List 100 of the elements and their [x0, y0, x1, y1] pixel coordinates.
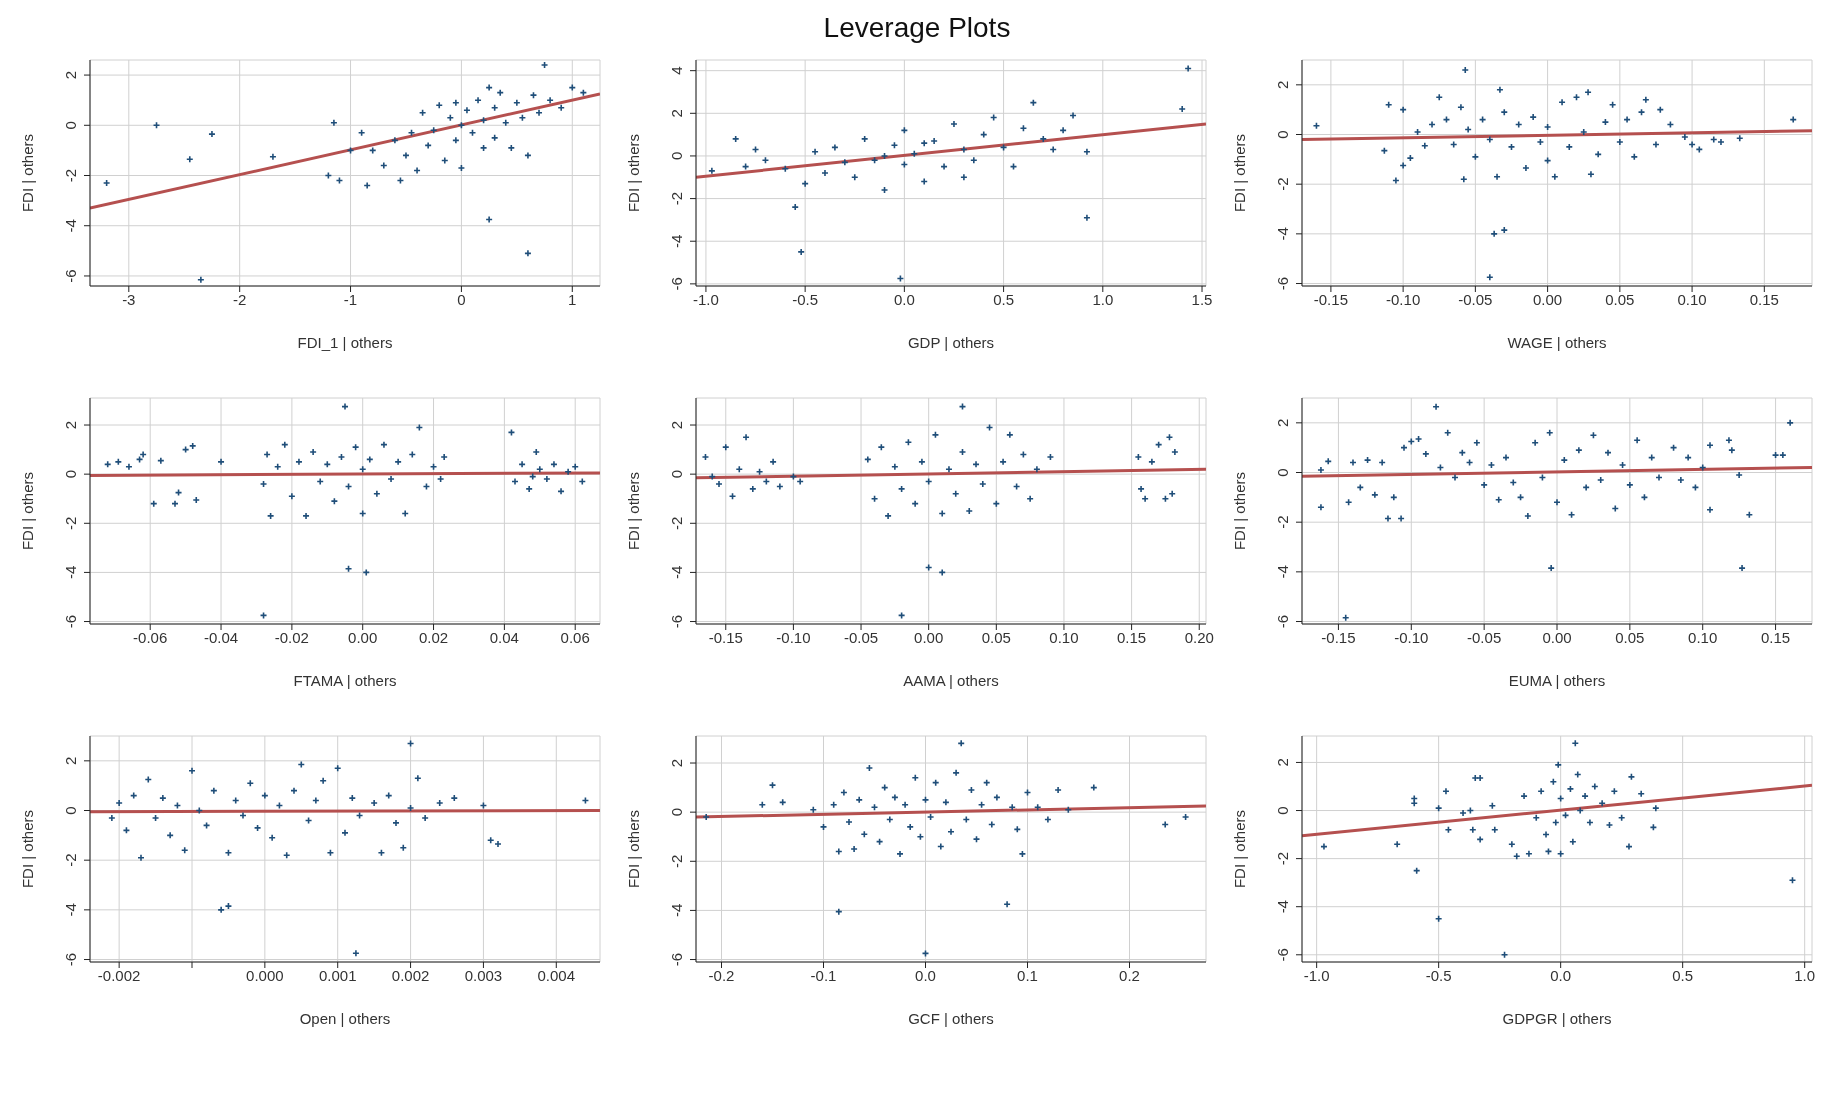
point	[970, 156, 978, 165]
x-tick-label: 1	[568, 290, 577, 308]
x-tick-label: 0.10	[1688, 628, 1718, 646]
y-tick-label: -6	[1274, 948, 1291, 962]
x-tick-label: 0.00	[914, 628, 944, 646]
point	[960, 173, 968, 182]
point	[108, 814, 116, 822]
point	[1393, 840, 1401, 848]
point	[1520, 792, 1528, 800]
y-tick-label: -4	[62, 565, 79, 580]
y-tick-label: -2	[1274, 177, 1291, 191]
x-tick-label: 0.0	[1550, 966, 1572, 984]
x-tick-label: 1.0	[1794, 966, 1816, 984]
point	[309, 448, 317, 456]
point	[952, 769, 960, 777]
x-tick-label: 0.0	[893, 290, 915, 308]
point	[1148, 458, 1156, 466]
point	[1033, 803, 1042, 812]
x-tick-label: -0.10	[1386, 290, 1421, 308]
point	[192, 496, 201, 504]
point	[1569, 837, 1577, 846]
point	[735, 465, 744, 474]
point	[295, 458, 303, 466]
point	[387, 475, 395, 483]
point	[370, 799, 378, 807]
x-axis-title: GCF | others	[908, 1010, 994, 1027]
point	[1508, 840, 1516, 848]
point	[159, 794, 167, 802]
point	[797, 248, 805, 256]
point	[791, 203, 800, 211]
x-tick-label: -0.1	[810, 966, 837, 984]
point	[1554, 761, 1563, 769]
x-tick-label: 1.5	[1191, 290, 1213, 308]
point	[1054, 786, 1062, 794]
point	[1003, 900, 1011, 909]
point	[1581, 792, 1589, 800]
point	[435, 799, 444, 807]
point	[348, 794, 357, 802]
point	[188, 766, 196, 775]
point	[951, 490, 960, 498]
point	[535, 108, 543, 117]
y-tick-label: 0	[668, 807, 685, 817]
point	[1460, 175, 1468, 184]
x-tick-label: 0.1	[1017, 966, 1038, 984]
point	[1141, 494, 1149, 503]
point	[1565, 143, 1574, 151]
x-tick-label: 0.000	[246, 966, 284, 984]
y-axis-title: FDI | others	[19, 471, 37, 551]
x-axis-title: FTAMA | others	[293, 672, 397, 689]
point	[1637, 789, 1645, 798]
point	[543, 475, 551, 483]
point	[1717, 138, 1725, 146]
x-axis-title: GDP | others	[907, 334, 995, 351]
point	[930, 137, 938, 145]
point	[715, 480, 723, 488]
x-axis-title: Open | others	[299, 1010, 391, 1027]
point	[1579, 128, 1588, 136]
x-tick-label: 0.003	[464, 966, 503, 984]
y-tick-label: 0	[62, 121, 79, 130]
point	[197, 275, 205, 284]
point	[1493, 172, 1501, 181]
y-tick-label: -6	[1274, 276, 1291, 291]
point	[1616, 138, 1624, 146]
x-axis-title: FDI_1 | others	[297, 334, 393, 351]
point	[1642, 95, 1650, 104]
point	[319, 776, 327, 785]
point	[115, 799, 123, 807]
x-tick-label: -1.0	[1303, 966, 1330, 984]
point	[1171, 448, 1179, 456]
point	[440, 453, 448, 461]
x-axis-title: AAMA | others	[903, 672, 999, 689]
y-tick-label: -2	[62, 168, 79, 183]
point	[1630, 153, 1639, 161]
x-tick-label: 0.05	[981, 628, 1011, 646]
y-axis-title: FDI | others	[625, 133, 643, 213]
point	[1461, 66, 1470, 74]
point	[947, 828, 955, 836]
point	[1137, 485, 1145, 493]
point	[494, 840, 502, 848]
y-tick-label: -2	[1274, 851, 1291, 866]
point	[1587, 170, 1595, 179]
point	[850, 845, 858, 853]
point	[1532, 813, 1541, 822]
point	[333, 764, 342, 773]
point	[435, 101, 444, 109]
point	[373, 490, 381, 498]
point	[901, 800, 909, 809]
x-tick-label: -0.2	[708, 966, 735, 984]
point	[302, 512, 310, 520]
point	[341, 829, 349, 837]
y-tick-label: -2	[668, 516, 685, 530]
x-tick-label: 0.15	[1760, 628, 1791, 646]
y-tick-label: 0	[1274, 130, 1291, 139]
x-tick-label: -0.5	[792, 290, 819, 308]
point	[1522, 164, 1530, 172]
x-tick-label: 0.04	[489, 628, 519, 646]
point	[1006, 431, 1014, 439]
x-tick-label: -1.0	[692, 290, 719, 308]
y-tick-label: -4	[668, 903, 685, 918]
point	[1471, 774, 1480, 782]
